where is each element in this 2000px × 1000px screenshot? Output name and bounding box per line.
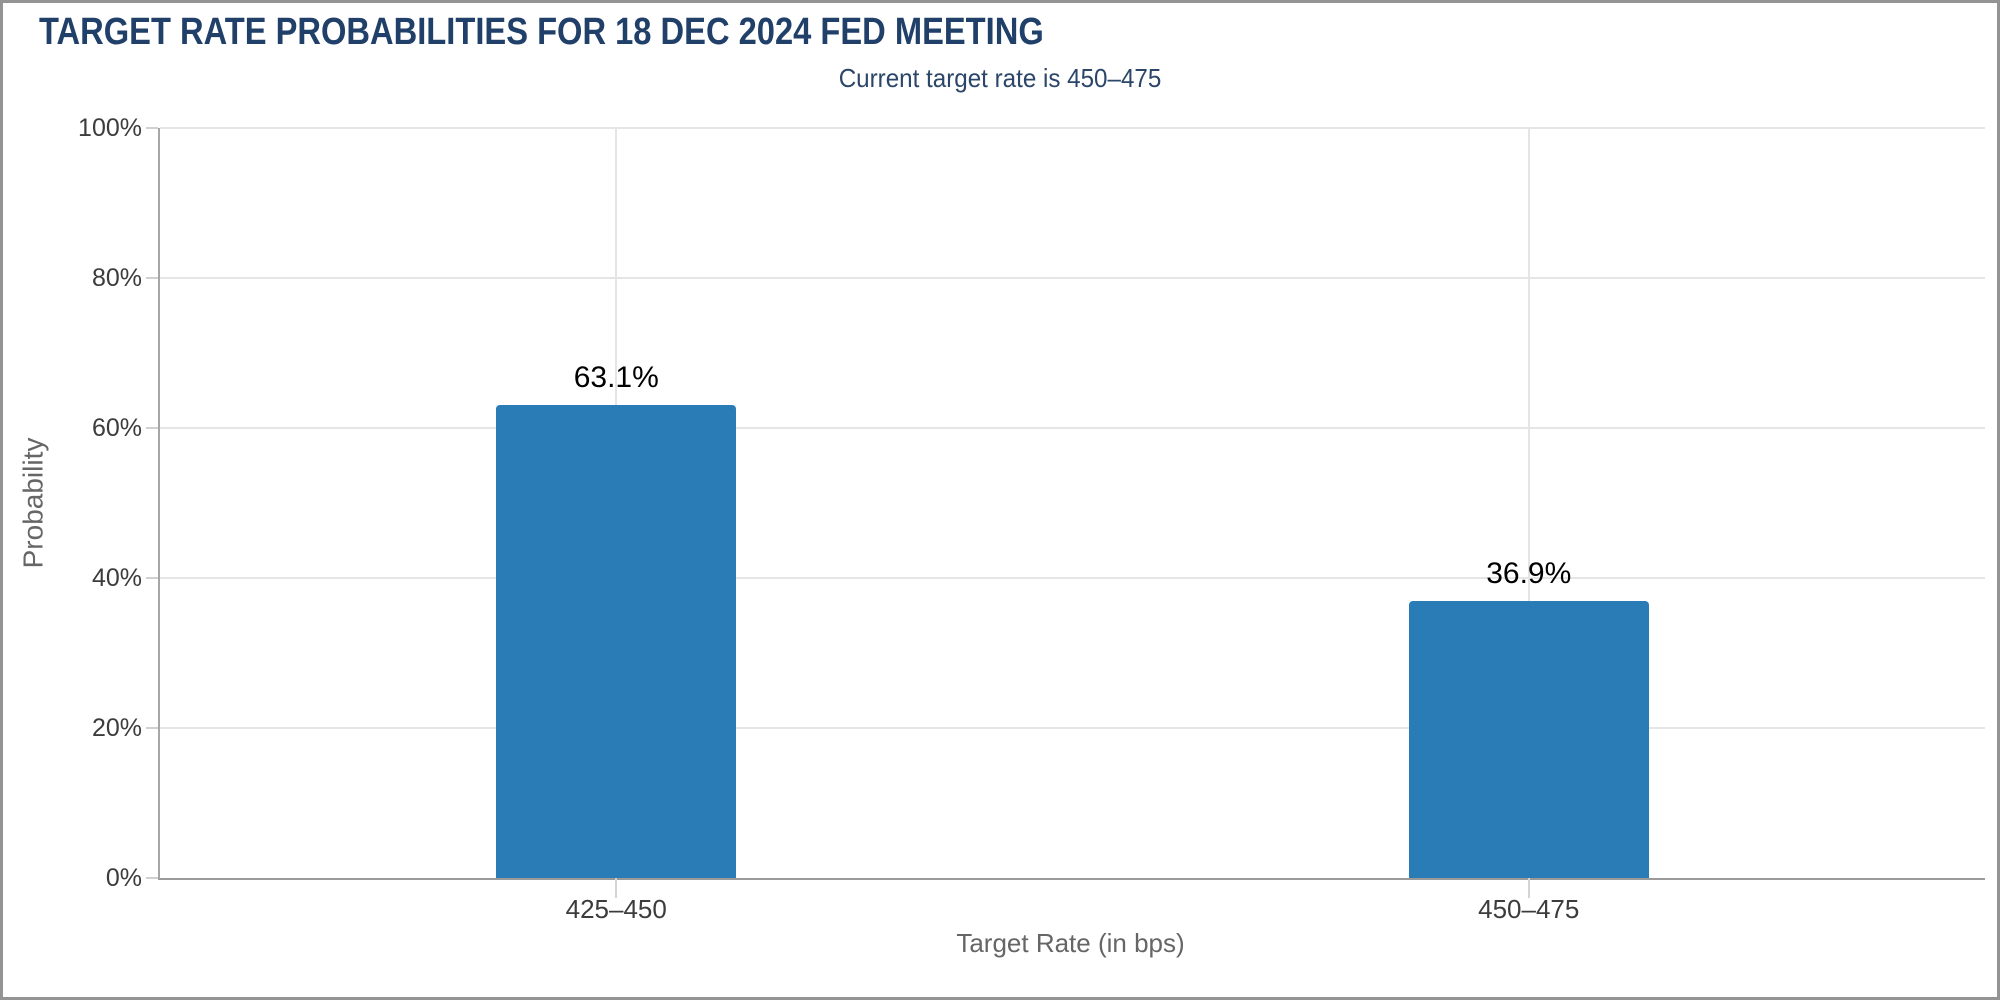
y-gridline: [160, 727, 1985, 729]
y-tick-label: 20%: [91, 714, 142, 742]
y-tick-label: 100%: [78, 114, 142, 142]
y-tick-mark: [146, 127, 158, 129]
bar-value-label: 36.9%: [1486, 557, 1572, 591]
y-axis-title-box: Probability: [9, 128, 57, 878]
y-tick-mark: [146, 277, 158, 279]
x-axis-title: Target Rate (in bps): [956, 928, 1185, 958]
y-axis-title: Probability: [17, 437, 49, 569]
y-gridline: [160, 277, 1985, 279]
x-gridline: [1527, 128, 1530, 878]
bar-value-label: 63.1%: [573, 360, 659, 394]
x-tick-mark: [615, 878, 618, 898]
y-tick-mark: [146, 427, 158, 429]
y-tick-mark: [146, 877, 158, 879]
y-gridline: [160, 427, 1985, 429]
plot-area: 0% 20% 40% 60% 80% 100% 63.1% 425–450 36.9% 450–4…: [78, 114, 1985, 924]
y-tick-label: 0%: [105, 864, 142, 892]
y-tick-mark: [146, 727, 158, 729]
y-tick-label: 40%: [91, 564, 142, 592]
y-gridline: [160, 577, 1985, 579]
chart-subtitle: Current target rate is 450–475: [838, 63, 1162, 93]
y-tick-label: 80%: [91, 264, 142, 292]
x-category-label: 450–475: [1478, 894, 1580, 924]
y-tick-label: 60%: [91, 414, 142, 442]
x-category-label: 425–450: [565, 894, 667, 924]
y-gridline: [160, 127, 1985, 129]
y-tick-mark: [146, 577, 158, 579]
x-tick-mark: [1527, 878, 1530, 898]
bar-450-475[interactable]: [1408, 601, 1649, 878]
bar-425-450[interactable]: [496, 404, 737, 878]
chart-title: TARGET RATE PROBABILITIES FOR 18 DEC 202…: [39, 11, 1044, 53]
